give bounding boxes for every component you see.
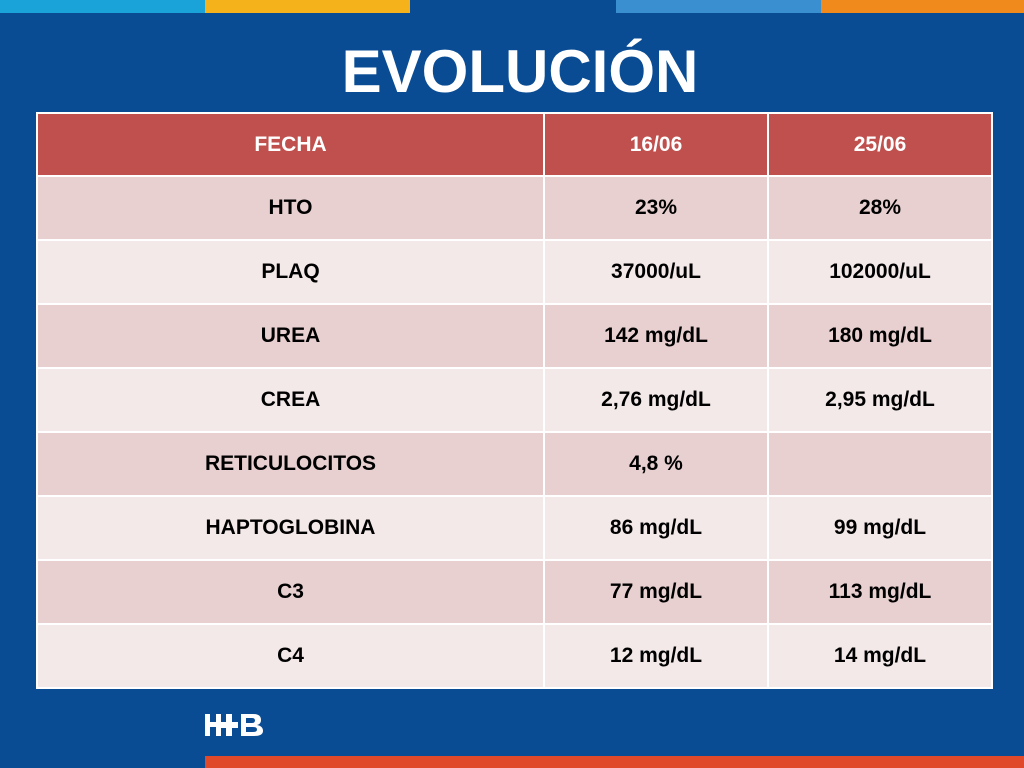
row-value: 86 mg/dL (543, 495, 769, 561)
hb-logo (205, 712, 265, 738)
header-cell-date-2: 25/06 (767, 112, 993, 177)
table-row: RETICULOCITOS 4,8 % (36, 431, 993, 497)
stripe-segment-yellow (205, 0, 410, 13)
row-label: PLAQ (36, 239, 545, 305)
row-label: C3 (36, 559, 545, 625)
stripe-segment-cyan (0, 0, 205, 13)
row-value: 142 mg/dL (543, 303, 769, 369)
header-cell-date-1: 16/06 (543, 112, 769, 177)
stripe-segment-orange (821, 0, 1024, 13)
row-value: 102000/uL (767, 239, 993, 305)
slide-title: EVOLUCIÓN (341, 38, 699, 105)
evolution-table: FECHA 16/06 25/06 HTO 23% 28% PLAQ 37000… (36, 112, 993, 689)
row-value: 99 mg/dL (767, 495, 993, 561)
hb-logo-icon (205, 714, 263, 736)
table-row: CREA 2,76 mg/dL 2,95 mg/dL (36, 367, 993, 433)
row-value: 28% (767, 175, 993, 241)
table-row: HAPTOGLOBINA 86 mg/dL 99 mg/dL (36, 495, 993, 561)
row-value: 2,95 mg/dL (767, 367, 993, 433)
stripe-segment-blue (410, 0, 616, 13)
table-row: HTO 23% 28% (36, 175, 993, 241)
row-label: CREA (36, 367, 545, 433)
row-value (767, 431, 993, 497)
stripe-segment-lightblue (616, 0, 821, 13)
row-value: 2,76 mg/dL (543, 367, 769, 433)
header-cell-fecha: FECHA (36, 112, 545, 177)
bottom-accent-bar (205, 756, 1024, 768)
table-row: PLAQ 37000/uL 102000/uL (36, 239, 993, 305)
row-value: 77 mg/dL (543, 559, 769, 625)
row-value: 37000/uL (543, 239, 769, 305)
row-label: C4 (36, 623, 545, 689)
top-color-stripe (0, 0, 1024, 13)
row-value: 4,8 % (543, 431, 769, 497)
row-label: HTO (36, 175, 545, 241)
row-label: HAPTOGLOBINA (36, 495, 545, 561)
table-row: C3 77 mg/dL 113 mg/dL (36, 559, 993, 625)
row-value: 23% (543, 175, 769, 241)
table-row: C4 12 mg/dL 14 mg/dL (36, 623, 993, 689)
row-value: 12 mg/dL (543, 623, 769, 689)
row-value: 14 mg/dL (767, 623, 993, 689)
table-header-row: FECHA 16/06 25/06 (36, 112, 993, 177)
table-row: UREA 142 mg/dL 180 mg/dL (36, 303, 993, 369)
row-label: RETICULOCITOS (36, 431, 545, 497)
row-value: 180 mg/dL (767, 303, 993, 369)
row-value: 113 mg/dL (767, 559, 993, 625)
row-label: UREA (36, 303, 545, 369)
